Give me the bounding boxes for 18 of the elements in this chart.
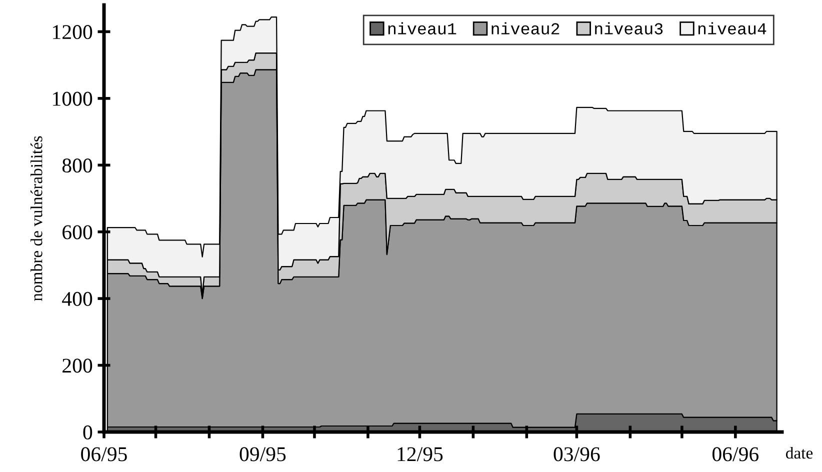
legend-label: niveau4 xyxy=(698,22,766,34)
y-tick-label: 1000 xyxy=(53,92,92,106)
y-tick-label: 200 xyxy=(62,358,92,373)
x-tick-label: 09/95 xyxy=(240,447,286,462)
legend-label: niveau1 xyxy=(388,22,456,34)
x-tick-label: 06/96 xyxy=(712,447,759,462)
y-tick-label: 1200 xyxy=(53,25,92,40)
y-axis-title: nombre de vulnérabilités xyxy=(30,136,42,301)
x-tick-label: 06/95 xyxy=(81,447,127,462)
y-tick-label: 800 xyxy=(62,158,92,173)
x-tick-label: 12/95 xyxy=(398,447,443,462)
y-tick-label: 400 xyxy=(62,292,92,306)
y-tick-label: 600 xyxy=(62,225,92,240)
legend-label: niveau3 xyxy=(595,22,663,34)
x-tick-label: 03/96 xyxy=(554,447,600,462)
legend-label: niveau2 xyxy=(492,22,560,34)
x-axis-title: date xyxy=(786,446,813,459)
y-tick-label: 0 xyxy=(83,425,92,440)
